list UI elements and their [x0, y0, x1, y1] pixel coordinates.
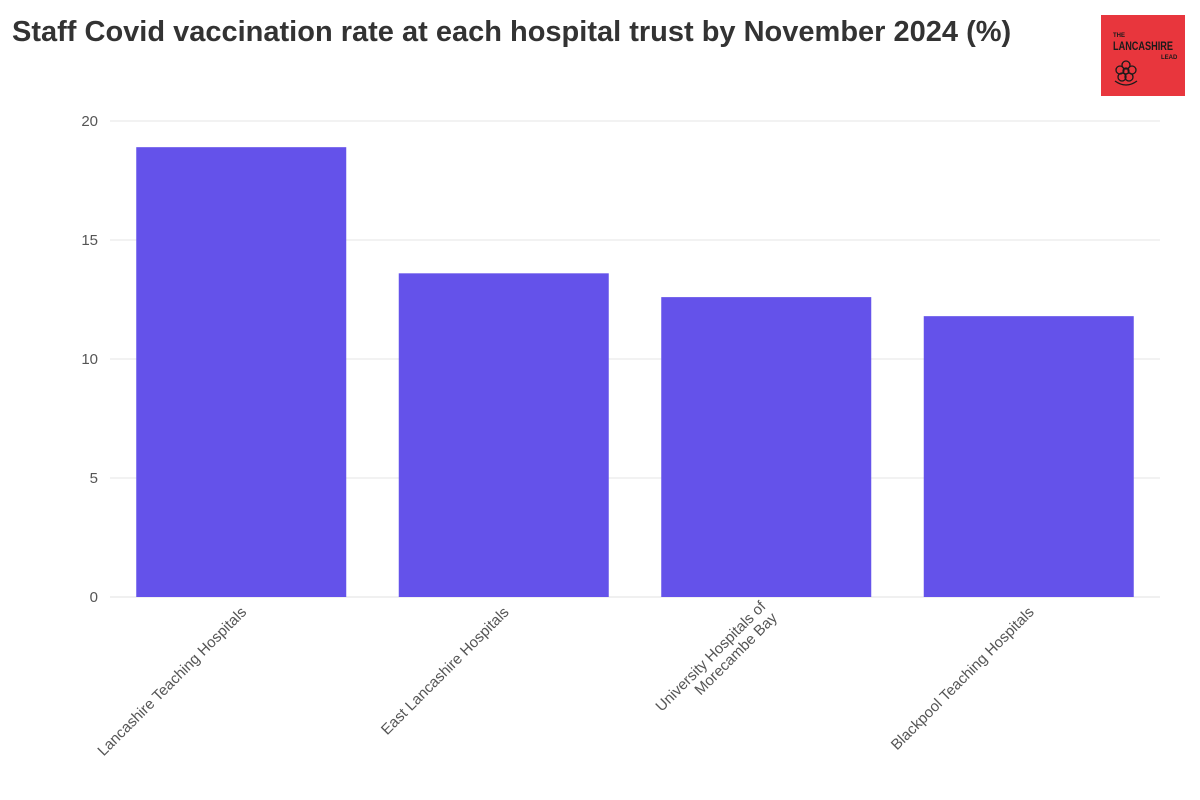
y-tick-label: 10 [81, 351, 98, 368]
chart-title: Staff Covid vaccination rate at each hos… [12, 16, 1012, 48]
bars [136, 147, 1134, 597]
x-category-label-line: Lancashire Teaching Hospitals [94, 604, 250, 760]
x-category-label: East Lancashire Hospitals [378, 604, 513, 739]
x-category-label: Lancashire Teaching Hospitals [94, 604, 250, 760]
x-category-label: Blackpool Teaching Hospitals [888, 604, 1038, 754]
lancashire-lead-logo: THE LANCASHIRE LEAD [1101, 15, 1185, 96]
y-tick-label: 15 [81, 232, 98, 249]
logo-text-the: THE [1113, 33, 1125, 39]
y-tick-label: 20 [81, 113, 98, 130]
x-category-label: University Hospitals ofMorecambe Bay [652, 598, 781, 727]
logo-text-lancashire: LANCASHIRE [1113, 39, 1173, 53]
bar-3 [923, 316, 1134, 597]
y-tick-label: 5 [90, 470, 98, 487]
y-axis-ticks: 0 5 10 15 20 [81, 113, 98, 606]
bar-0 [136, 147, 347, 597]
bar-1 [398, 273, 609, 597]
x-category-label-line: Blackpool Teaching Hospitals [888, 604, 1038, 754]
y-tick-label: 0 [90, 589, 98, 606]
x-axis-labels: Lancashire Teaching Hospitals East Lancas… [94, 598, 1037, 760]
x-category-label-line: East Lancashire Hospitals [378, 604, 513, 739]
x-category-label-line: University Hospitals of [652, 598, 770, 716]
logo-text-lead: LEAD [1161, 55, 1178, 61]
rose-icon [1114, 60, 1138, 86]
bar-2 [661, 297, 872, 597]
